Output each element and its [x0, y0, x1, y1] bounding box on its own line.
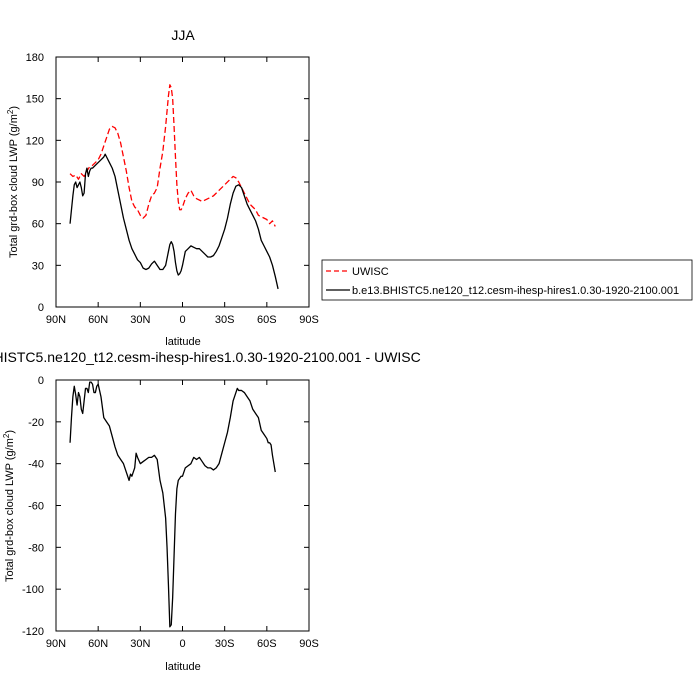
top-y-tick-label: 180 — [26, 52, 44, 64]
bottom-chart-ticks: 90N 60N 30N 0 30S 60S 90S -120 -100 -80 -60 -40 -20 0 — [22, 375, 319, 650]
bottom-y-tick-label: -120 — [22, 626, 44, 638]
bottom-chart-frame — [55, 379, 310, 632]
top-chart-ylabel-main: Total grd-box cloud LWP (g/m — [8, 114, 20, 258]
bottom-y-tick-label: 0 — [38, 375, 44, 387]
bottom-series-line-0 — [69, 381, 276, 628]
bottom-x-tick-label: 30S — [215, 638, 235, 650]
bottom-y-tick-label: -60 — [28, 501, 44, 513]
bottom-y-tick-label: -80 — [28, 542, 44, 554]
top-y-tick-label: 0 — [38, 302, 44, 314]
top-series-line-0 — [69, 84, 276, 227]
top-y-tick-label: 150 — [26, 94, 44, 106]
top-y-tick-label: 120 — [26, 135, 44, 147]
bottom-y-tick-label: -100 — [22, 584, 44, 596]
top-x-tick-label: 90N — [46, 314, 66, 326]
bottom-chart-ylabel-sup: 2 — [2, 433, 11, 438]
top-chart-ticks: 90N 60N 30N 0 30S 60S 90S 0 30 60 90 120 150 180 — [26, 52, 319, 326]
bottom-y-tick-label: -40 — [28, 459, 44, 471]
bottom-x-tick-label: 60S — [257, 638, 277, 650]
top-y-tick-label: 90 — [32, 177, 44, 189]
bottom-x-tick-label: 0 — [179, 638, 185, 650]
bottom-x-tick-label: 90S — [299, 638, 319, 650]
top-chart-ylabel: Total grd-box cloud LWP (g/m2) — [6, 106, 20, 258]
bottom-chart: b.e13.BHISTC5.ne120_t12.cesm-ihesp-hires… — [0, 349, 421, 673]
bottom-chart-ylabel: Total grd-box cloud LWP (g/m2) — [2, 430, 16, 582]
bottom-y-tick-label: -20 — [28, 417, 44, 429]
bottom-chart-xlabel: latitude — [165, 661, 200, 673]
top-x-tick-label: 90S — [299, 314, 319, 326]
bottom-chart-ylabel-main: Total grd-box cloud LWP (g/m — [4, 438, 16, 582]
legend-label-uwisc: UWISC — [352, 266, 389, 278]
top-x-tick-label: 0 — [179, 314, 185, 326]
top-series-line-1 — [69, 153, 279, 290]
bottom-chart-title: b.e13.BHISTC5.ne120_t12.cesm-ihesp-hires… — [0, 349, 421, 365]
top-y-tick-label: 30 — [32, 260, 44, 272]
legend-box — [321, 259, 693, 301]
bottom-chart-plot-area — [69, 381, 276, 628]
legend-label-model: b.e13.BHISTC5.ne120_t12.cesm-ihesp-hires… — [352, 285, 679, 297]
top-x-tick-label: 30S — [215, 314, 235, 326]
bottom-x-tick-label: 30N — [130, 638, 150, 650]
bottom-chart-ylabel-close: ) — [4, 430, 16, 434]
top-chart-title: JJA — [171, 27, 195, 43]
bottom-x-tick-label: 60N — [88, 638, 108, 650]
top-x-tick-label: 30N — [130, 314, 150, 326]
top-chart: JJA 90N 60N 30N 0 30S 60S 90S0306090120150180 … — [6, 27, 319, 348]
top-chart-xlabel: latitude — [165, 336, 200, 348]
top-chart-ylabel-sup: 2 — [6, 109, 15, 114]
top-chart-plot-area — [69, 84, 279, 290]
top-chart-ylabel-close: ) — [8, 106, 20, 110]
legend: UWISC b.e13.BHISTC5.ne120_t12.cesm-ihesp… — [321, 259, 693, 301]
bottom-x-tick-label: 90N — [46, 638, 66, 650]
top-chart-frame — [55, 56, 310, 308]
top-x-tick-label: 60N — [88, 314, 108, 326]
top-y-tick-label: 60 — [32, 219, 44, 231]
top-x-tick-label: 60S — [257, 314, 277, 326]
